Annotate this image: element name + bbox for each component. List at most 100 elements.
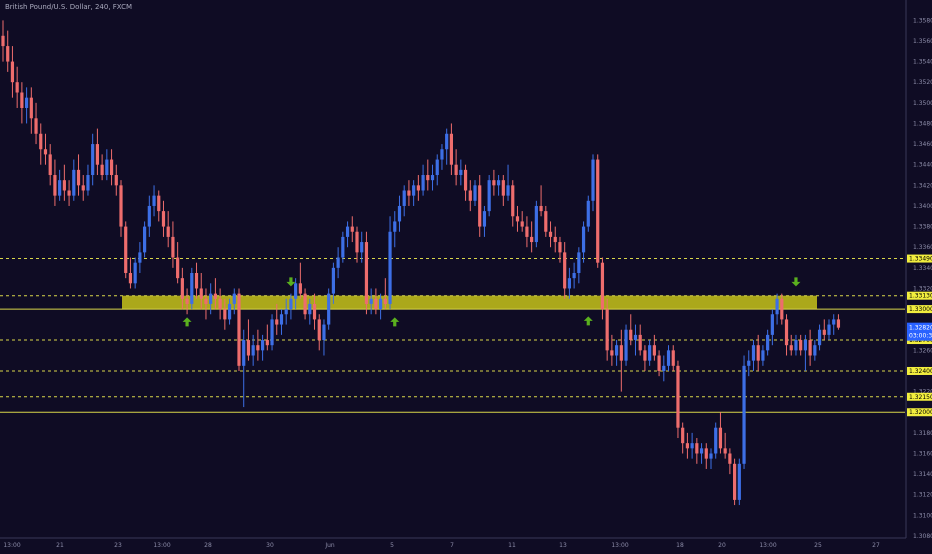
candle-bullish — [279, 314, 284, 325]
candle-bearish — [180, 278, 184, 299]
current-price-label: 1.32820 — [909, 325, 932, 332]
candle-bearish — [275, 319, 279, 325]
candle-bullish — [581, 226, 586, 253]
candle-bearish — [619, 345, 623, 361]
candle-bearish — [723, 448, 727, 454]
candle-bearish — [643, 350, 647, 361]
candle-bullish — [25, 97, 29, 108]
price-tick-label: 1.35400 — [913, 59, 932, 66]
candle-bearish — [6, 46, 10, 62]
candle-bullish — [397, 205, 402, 222]
candle-bearish — [119, 185, 123, 227]
candle-bearish — [407, 190, 411, 196]
time-tick-label: 18 — [676, 542, 684, 549]
price-tick-label: 1.35000 — [913, 100, 932, 107]
candle-bullish — [261, 340, 265, 351]
candle-bearish — [822, 329, 826, 335]
candle-bearish — [478, 185, 482, 227]
time-tick-label: 5 — [390, 542, 394, 549]
candle-bearish — [704, 448, 708, 459]
candle-bullish — [747, 360, 751, 366]
time-tick-label: 28 — [204, 542, 212, 549]
candle-bullish — [421, 175, 425, 191]
candle-bullish — [633, 334, 638, 341]
candle-bearish — [676, 365, 680, 428]
candle-bullish — [737, 463, 741, 500]
candle-bearish — [218, 298, 222, 310]
candle-bullish — [308, 303, 312, 315]
candle-bullish — [322, 324, 326, 341]
candle-bearish — [109, 159, 114, 176]
time-tick-label: 20 — [718, 542, 726, 549]
candle-bearish — [638, 334, 642, 351]
time-tick-label: 30 — [266, 542, 274, 549]
candle-bearish — [463, 169, 468, 191]
level-price-label: 1.33000 — [909, 306, 932, 313]
candle-bullish — [534, 205, 538, 243]
candle-bearish — [520, 221, 524, 227]
candle-bearish — [808, 340, 812, 356]
candle-bullish — [648, 345, 652, 361]
candle-bullish — [761, 350, 765, 361]
candle-bearish — [317, 319, 321, 341]
candle-bearish — [39, 133, 43, 150]
candle-bearish — [610, 350, 614, 356]
candle-bullish — [577, 252, 581, 273]
candle-bullish — [440, 149, 444, 160]
candle-bullish — [105, 159, 109, 176]
candle-bearish — [213, 293, 217, 299]
candle-bullish — [794, 340, 798, 351]
candle-bearish — [511, 185, 515, 217]
candle-bearish — [48, 154, 52, 176]
candle-bearish — [34, 118, 38, 134]
candle-bearish — [836, 319, 841, 328]
price-tick-label: 1.30800 — [913, 533, 932, 540]
candle-bullish — [412, 185, 416, 196]
candle-bullish — [227, 303, 232, 320]
price-tick-label: 1.35600 — [913, 38, 932, 45]
candle-bearish — [515, 216, 520, 222]
candle-bullish — [751, 345, 756, 361]
candle-bearish — [756, 345, 760, 361]
candle-bullish — [360, 242, 364, 253]
candle-bullish — [402, 190, 406, 206]
candle-bearish — [185, 298, 189, 304]
candle-bullish — [803, 340, 807, 351]
time-tick-label: 25 — [814, 542, 822, 549]
down-arrow-icon — [791, 277, 801, 287]
candle-bearish — [246, 340, 251, 356]
candle-bullish — [232, 293, 236, 304]
time-tick-label: 13:00 — [611, 542, 628, 549]
candle-bearish — [237, 293, 241, 366]
level-price-label: 1.32000 — [909, 409, 932, 416]
price-tick-label: 1.33200 — [913, 285, 932, 292]
candle-bullish — [487, 180, 491, 212]
candle-bearish — [128, 273, 133, 284]
candle-bullish — [714, 427, 718, 454]
candle-bullish — [91, 144, 95, 176]
price-tick-label: 1.31600 — [913, 450, 932, 457]
candle-bearish — [563, 252, 567, 289]
candle-bullish — [766, 334, 770, 351]
candle-bullish — [336, 257, 340, 268]
candle-bearish — [492, 180, 496, 186]
price-tick-label: 1.31400 — [913, 471, 932, 478]
price-tick-label: 1.32600 — [913, 347, 932, 354]
time-tick-label: Jun — [324, 542, 335, 549]
candle-bearish — [194, 273, 199, 289]
candle-bullish — [369, 298, 373, 304]
price-tick-label: 1.31000 — [913, 512, 932, 519]
candle-bearish — [718, 427, 723, 449]
candle-bearish — [558, 242, 562, 253]
down-arrow-icon — [286, 277, 296, 287]
candle-bullish — [393, 221, 397, 232]
candle-bearish — [600, 262, 605, 310]
time-tick-label: 11 — [508, 542, 516, 549]
price-tick-label: 1.34800 — [913, 120, 932, 127]
price-tick-label: 1.31800 — [913, 430, 932, 437]
candle-bearish — [1, 35, 5, 47]
candle-bullish — [817, 329, 822, 346]
level-price-label: 1.32150 — [909, 394, 932, 401]
